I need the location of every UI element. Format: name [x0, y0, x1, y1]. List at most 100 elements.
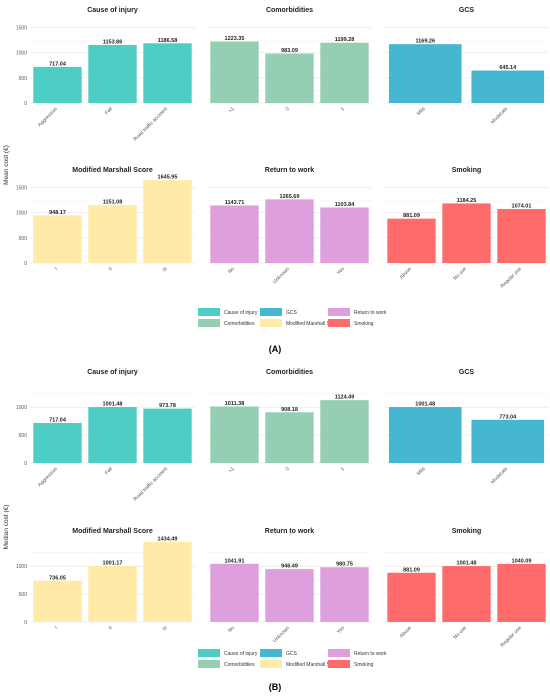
legend-label: Modified Marshall Score	[286, 662, 340, 668]
bar-value-label: 1040.09	[512, 558, 532, 564]
y-tick-label: 1000	[16, 211, 27, 217]
bar-value-label: 908.18	[281, 407, 298, 413]
legend-swatch	[328, 649, 350, 657]
legend-swatch	[260, 308, 282, 316]
bar-value-label: 1199.28	[335, 37, 355, 43]
y-tick-label: 1500	[16, 26, 27, 32]
x-tick-label: II	[108, 625, 114, 631]
y-tick-label: 500	[19, 76, 28, 82]
bar-value-label: 1001.48	[103, 402, 123, 408]
x-tick-label: Yes	[336, 266, 346, 276]
y-tick-label: 0	[24, 620, 27, 626]
x-tick-label: I	[54, 266, 59, 271]
facet-title: Smoking	[452, 167, 482, 174]
x-tick-label: No	[227, 625, 236, 634]
x-tick-label: Regular use	[500, 266, 523, 289]
x-tick-label: Mild	[416, 466, 427, 477]
panel-label: (B)	[269, 682, 282, 692]
bar	[33, 66, 82, 103]
legend-label: Return to work	[354, 310, 387, 316]
bar-value-label: 1645.95	[158, 175, 178, 181]
bar	[265, 199, 314, 263]
bar-value-label: 1124.49	[335, 395, 355, 401]
x-tick-label: Aggression	[37, 106, 59, 128]
x-tick-label: Moderate	[490, 106, 509, 125]
x-tick-label: No use	[452, 266, 468, 282]
x-tick-label: No use	[452, 625, 468, 641]
bar-value-label: 1001.48	[457, 561, 477, 567]
y-tick-label: 1500	[16, 186, 27, 192]
bar-value-label: 1103.84	[335, 202, 356, 208]
bar-value-label: 1186.58	[158, 38, 178, 44]
bar	[88, 407, 137, 463]
bar	[471, 70, 545, 103]
facet-title: Return to work	[265, 167, 314, 174]
bar	[320, 400, 369, 463]
legend-swatch	[260, 319, 282, 327]
legend-label: Return to work	[354, 651, 387, 657]
y-tick-label: 0	[24, 261, 27, 267]
y-tick-label: 0	[24, 101, 27, 107]
bar	[497, 208, 546, 263]
bar	[442, 203, 491, 263]
x-tick-label: III	[162, 625, 169, 632]
y-tick-label: 1000	[16, 51, 27, 57]
legend-swatch	[198, 308, 220, 316]
x-tick-label: Regular use	[500, 625, 523, 648]
bar	[143, 180, 192, 263]
bar	[320, 567, 369, 622]
y-tick-label: 500	[19, 592, 28, 598]
bar	[320, 207, 369, 263]
legend-swatch	[260, 649, 282, 657]
legend-label: Cause of injury	[224, 651, 258, 657]
legend-label: Comorbidities	[224, 662, 255, 668]
bar-value-label: 773.04	[499, 414, 517, 420]
bar-value-label: 645.14	[499, 65, 517, 71]
bar	[143, 408, 192, 463]
bar-value-label: 1265.69	[280, 194, 300, 200]
bar-value-label: 1153.86	[103, 39, 123, 45]
facet-title: Comorbidities	[266, 369, 313, 376]
bar	[320, 42, 369, 103]
bar	[387, 572, 436, 622]
bar-value-label: 1184.25	[457, 198, 477, 204]
facet-title: Cause of injury	[87, 7, 138, 14]
bar-value-label: 1074.01	[512, 203, 532, 209]
bar-value-label: 881.09	[403, 213, 420, 219]
bar	[210, 406, 259, 463]
bar-value-label: 717.04	[49, 417, 67, 423]
x-tick-label: Fall	[104, 466, 114, 476]
bar-value-label: 881.09	[403, 567, 420, 573]
x-tick-label: Moderate	[490, 466, 509, 485]
bar	[143, 541, 192, 622]
bar-value-label: 1143.71	[225, 200, 245, 206]
bar	[88, 44, 137, 103]
bar-value-label: 736.05	[49, 575, 66, 581]
x-tick-label: Abuse	[399, 625, 413, 639]
legend-swatch	[328, 660, 350, 668]
legend-label: Smoking	[354, 321, 374, 327]
x-tick-label: Yes	[336, 625, 346, 635]
bar-value-label: 1151.08	[103, 200, 123, 206]
x-tick-label: Aggression	[37, 466, 59, 488]
x-tick-label: >1	[228, 466, 236, 474]
bar	[388, 407, 462, 463]
facet-title: Cause of injury	[87, 369, 138, 376]
legend-label: GCS	[286, 310, 298, 316]
bar	[33, 422, 82, 463]
facet-title: GCS	[459, 369, 475, 376]
legend-swatch	[198, 319, 220, 327]
bar	[265, 53, 314, 103]
bar-value-label: 1041.91	[225, 558, 245, 564]
facet-title: Return to work	[265, 528, 314, 535]
bar-value-label: 980.75	[336, 562, 353, 568]
bar-value-label: 1001.17	[103, 561, 123, 567]
legend-label: Cause of injury	[224, 310, 258, 316]
bar-value-label: 1011.38	[225, 401, 245, 407]
bar-value-label: 1434.49	[158, 536, 178, 542]
facet-title: Smoking	[452, 528, 482, 535]
facet-title: Modified Marshall Score	[72, 167, 153, 174]
legend-swatch	[198, 649, 220, 657]
y-tick-label: 500	[19, 236, 28, 242]
